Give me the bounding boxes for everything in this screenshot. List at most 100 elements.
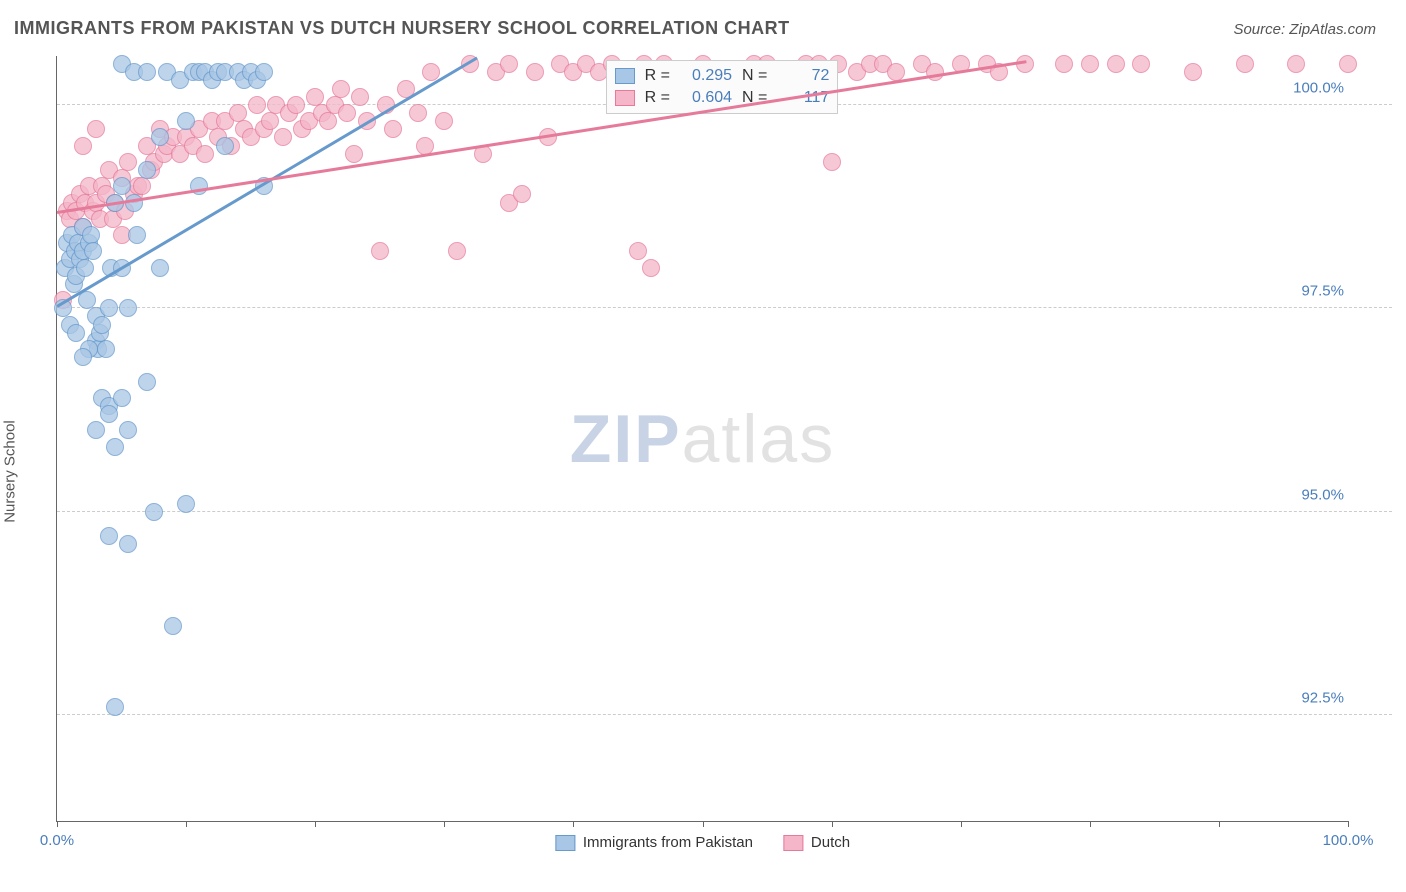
x-tick [703, 821, 704, 827]
y-axis-label: Nursery School [2, 420, 19, 523]
scatter-point-pakistan [151, 128, 169, 146]
scatter-point-pakistan [151, 259, 169, 277]
scatter-point-dutch [274, 128, 292, 146]
gridline [57, 511, 1392, 512]
stat-n-value: 72 [777, 67, 829, 85]
x-tick [315, 821, 316, 827]
scatter-point-pakistan [97, 340, 115, 358]
x-tick [57, 821, 58, 827]
scatter-point-dutch [409, 104, 427, 122]
plot-area: ZIPatlas 92.5%95.0%97.5%100.0%0.0%100.0%… [56, 56, 1348, 822]
watermark: ZIPatlas [570, 400, 835, 478]
scatter-point-pakistan [74, 348, 92, 366]
x-tick [444, 821, 445, 827]
y-tick-label: 100.0% [1285, 79, 1344, 96]
scatter-point-pakistan [138, 63, 156, 81]
chart-title: IMMIGRANTS FROM PAKISTAN VS DUTCH NURSER… [14, 18, 790, 39]
scatter-point-dutch [319, 112, 337, 130]
x-tick [1090, 821, 1091, 827]
scatter-point-dutch [74, 137, 92, 155]
scatter-point-pakistan [138, 373, 156, 391]
scatter-point-dutch [332, 80, 350, 98]
scatter-point-pakistan [216, 137, 234, 155]
x-axis-legend: Immigrants from Pakistan Dutch [555, 834, 850, 851]
scatter-point-pakistan [106, 698, 124, 716]
legend-label: Dutch [811, 834, 850, 851]
scatter-point-pakistan [177, 112, 195, 130]
legend-swatch [555, 835, 575, 851]
y-tick-label: 95.0% [1293, 486, 1344, 503]
x-tick [832, 821, 833, 827]
scatter-point-dutch [526, 63, 544, 81]
scatter-point-pakistan [67, 324, 85, 342]
scatter-point-dutch [384, 120, 402, 138]
scatter-point-pakistan [76, 259, 94, 277]
scatter-point-dutch [1132, 55, 1150, 73]
scatter-point-dutch [513, 185, 531, 203]
legend-swatch [783, 835, 803, 851]
scatter-point-dutch [1016, 55, 1034, 73]
scatter-point-dutch [448, 242, 466, 260]
scatter-point-dutch [196, 145, 214, 163]
y-tick-label: 92.5% [1293, 690, 1344, 707]
scatter-point-dutch [338, 104, 356, 122]
scatter-point-pakistan [119, 421, 137, 439]
scatter-point-dutch [1339, 55, 1357, 73]
chart-container: Nursery School ZIPatlas 92.5%95.0%97.5%1… [14, 48, 1392, 878]
scatter-point-pakistan [125, 194, 143, 212]
scatter-point-pakistan [128, 226, 146, 244]
scatter-point-dutch [1236, 55, 1254, 73]
scatter-point-dutch [629, 242, 647, 260]
scatter-point-pakistan [177, 495, 195, 513]
scatter-point-dutch [642, 259, 660, 277]
scatter-point-dutch [87, 120, 105, 138]
y-tick-label: 97.5% [1293, 283, 1344, 300]
stat-label: R = [645, 89, 670, 107]
stat-label: R = [645, 67, 670, 85]
scatter-point-dutch [1055, 55, 1073, 73]
scatter-point-pakistan [100, 527, 118, 545]
scatter-point-dutch [371, 242, 389, 260]
x-tick [1348, 821, 1349, 827]
gridline [57, 714, 1392, 715]
x-tick-label: 0.0% [40, 832, 74, 849]
stat-r-value: 0.604 [680, 89, 732, 107]
scatter-point-pakistan [145, 503, 163, 521]
legend-item-dutch: Dutch [783, 834, 850, 851]
scatter-point-pakistan [138, 161, 156, 179]
scatter-point-dutch [1107, 55, 1125, 73]
scatter-point-dutch [248, 96, 266, 114]
scatter-point-pakistan [164, 617, 182, 635]
legend-swatch [615, 68, 635, 84]
x-tick [1219, 821, 1220, 827]
x-tick-label: 100.0% [1323, 832, 1374, 849]
scatter-point-pakistan [82, 226, 100, 244]
scatter-point-pakistan [93, 316, 111, 334]
scatter-point-pakistan [100, 299, 118, 317]
scatter-point-dutch [287, 96, 305, 114]
scatter-point-pakistan [119, 299, 137, 317]
scatter-point-dutch [1184, 63, 1202, 81]
scatter-point-pakistan [119, 535, 137, 553]
gridline [57, 307, 1392, 308]
legend-item-pakistan: Immigrants from Pakistan [555, 834, 753, 851]
scatter-point-pakistan [87, 421, 105, 439]
scatter-point-pakistan [100, 405, 118, 423]
stat-label: N = [742, 67, 767, 85]
scatter-point-dutch [1287, 55, 1305, 73]
scatter-point-pakistan [113, 389, 131, 407]
stat-r-value: 0.295 [680, 67, 732, 85]
scatter-point-dutch [351, 88, 369, 106]
x-tick [961, 821, 962, 827]
scatter-point-dutch [345, 145, 363, 163]
scatter-point-dutch [435, 112, 453, 130]
scatter-point-pakistan [106, 438, 124, 456]
scatter-point-dutch [261, 112, 279, 130]
correlation-stats-box: R =0.295N =72R =0.604N =117 [606, 60, 839, 114]
scatter-point-pakistan [255, 63, 273, 81]
stats-row-pakistan: R = 0.295 N = 72 [615, 65, 830, 87]
scatter-point-pakistan [190, 177, 208, 195]
scatter-point-pakistan [84, 242, 102, 260]
scatter-point-dutch [500, 55, 518, 73]
source-attribution: Source: ZipAtlas.com [1233, 21, 1376, 38]
